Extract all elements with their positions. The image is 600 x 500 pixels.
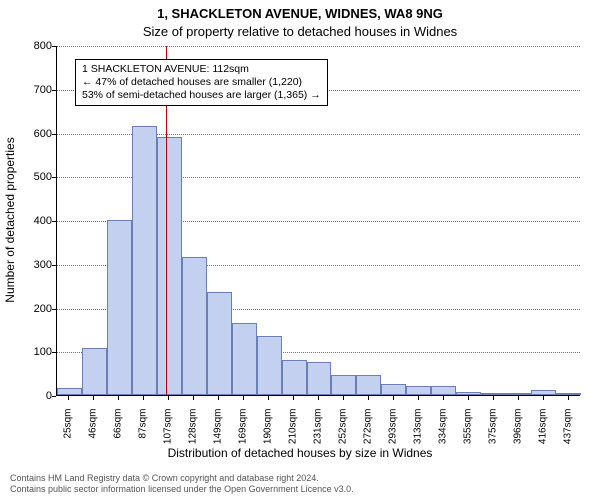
histogram-bar (132, 126, 157, 395)
histogram-bar (456, 392, 481, 396)
xtick-mark (493, 396, 494, 400)
ytick-mark (52, 46, 56, 47)
xtick-mark (268, 396, 269, 400)
annotation-box: 1 SHACKLETON AVENUE: 112sqm ← 47% of det… (75, 59, 328, 106)
grid-line (57, 46, 580, 47)
xtick-label: 87sqm (138, 409, 149, 469)
histogram-bar (331, 375, 356, 395)
xtick-mark (368, 396, 369, 400)
xtick-label: 231sqm (313, 409, 324, 469)
histogram-bar (257, 336, 282, 395)
ytick-label: 0 (12, 390, 52, 402)
footer-line-2: Contains public sector information licen… (10, 484, 354, 495)
xtick-mark (118, 396, 119, 400)
xtick-mark (193, 396, 194, 400)
xtick-label: 252sqm (337, 409, 348, 469)
xtick-label: 107sqm (163, 409, 174, 469)
ytick-mark (52, 265, 56, 266)
xtick-label: 293sqm (387, 409, 398, 469)
histogram-bar (356, 375, 381, 395)
histogram-bar (182, 257, 207, 395)
xtick-mark (393, 396, 394, 400)
ytick-label: 100 (12, 346, 52, 358)
ytick-label: 400 (12, 215, 52, 227)
ytick-label: 500 (12, 171, 52, 183)
xtick-mark (343, 396, 344, 400)
xtick-mark (568, 396, 569, 400)
xtick-label: 128sqm (188, 409, 199, 469)
xtick-mark (143, 396, 144, 400)
histogram-bar (82, 348, 107, 395)
histogram-bar (207, 292, 232, 395)
xtick-label: 396sqm (512, 409, 523, 469)
xtick-mark (293, 396, 294, 400)
plot-area: 1 SHACKLETON AVENUE: 112sqm ← 47% of det… (56, 46, 580, 396)
xtick-label: 210sqm (288, 409, 299, 469)
ytick-label: 600 (12, 128, 52, 140)
histogram-bar (381, 384, 406, 395)
ytick-mark (52, 396, 56, 397)
histogram-bar (431, 386, 456, 395)
ytick-label: 700 (12, 84, 52, 96)
ytick-label: 300 (12, 259, 52, 271)
xtick-mark (243, 396, 244, 400)
histogram-bar (57, 388, 82, 395)
ytick-mark (52, 352, 56, 353)
ytick-mark (52, 90, 56, 91)
xtick-label: 437sqm (562, 409, 573, 469)
ytick-mark (52, 221, 56, 222)
xtick-label: 169sqm (238, 409, 249, 469)
footer-attribution: Contains HM Land Registry data © Crown c… (10, 473, 354, 495)
xtick-mark (93, 396, 94, 400)
histogram-bar (506, 393, 531, 395)
ytick-mark (52, 309, 56, 310)
xtick-label: 25sqm (63, 409, 74, 469)
xtick-mark (418, 396, 419, 400)
xtick-mark (68, 396, 69, 400)
xtick-mark (168, 396, 169, 400)
xtick-label: 334sqm (437, 409, 448, 469)
histogram-bar (531, 390, 556, 395)
xtick-label: 355sqm (462, 409, 473, 469)
histogram-bar (157, 137, 182, 395)
ytick-label: 200 (12, 303, 52, 315)
xtick-label: 190sqm (263, 409, 274, 469)
ytick-mark (52, 134, 56, 135)
annotation-line-2: ← 47% of detached houses are smaller (1,… (82, 76, 321, 89)
histogram-bar (282, 360, 307, 395)
xtick-label: 149sqm (213, 409, 224, 469)
xtick-mark (518, 396, 519, 400)
histogram-bar (556, 393, 581, 395)
xtick-label: 313sqm (412, 409, 423, 469)
histogram-bar (107, 220, 132, 395)
xtick-label: 46sqm (88, 409, 99, 469)
histogram-bar (481, 393, 506, 395)
footer-line-1: Contains HM Land Registry data © Crown c… (10, 473, 354, 484)
ytick-mark (52, 177, 56, 178)
chart-container: 1, SHACKLETON AVENUE, WIDNES, WA8 9NG Si… (0, 0, 600, 500)
xtick-mark (443, 396, 444, 400)
xtick-mark (318, 396, 319, 400)
xtick-mark (218, 396, 219, 400)
xtick-label: 375sqm (487, 409, 498, 469)
annotation-line-1: 1 SHACKLETON AVENUE: 112sqm (82, 63, 321, 76)
histogram-bar (406, 386, 431, 395)
xtick-label: 66sqm (113, 409, 124, 469)
ytick-label: 800 (12, 40, 52, 52)
annotation-line-3: 53% of semi-detached houses are larger (… (82, 89, 321, 102)
histogram-bar (307, 362, 332, 395)
histogram-bar (232, 323, 257, 395)
xtick-label: 416sqm (537, 409, 548, 469)
chart-title-subtitle: Size of property relative to detached ho… (0, 24, 600, 39)
xtick-label: 272sqm (362, 409, 373, 469)
chart-title-address: 1, SHACKLETON AVENUE, WIDNES, WA8 9NG (0, 6, 600, 21)
xtick-mark (468, 396, 469, 400)
xtick-mark (543, 396, 544, 400)
